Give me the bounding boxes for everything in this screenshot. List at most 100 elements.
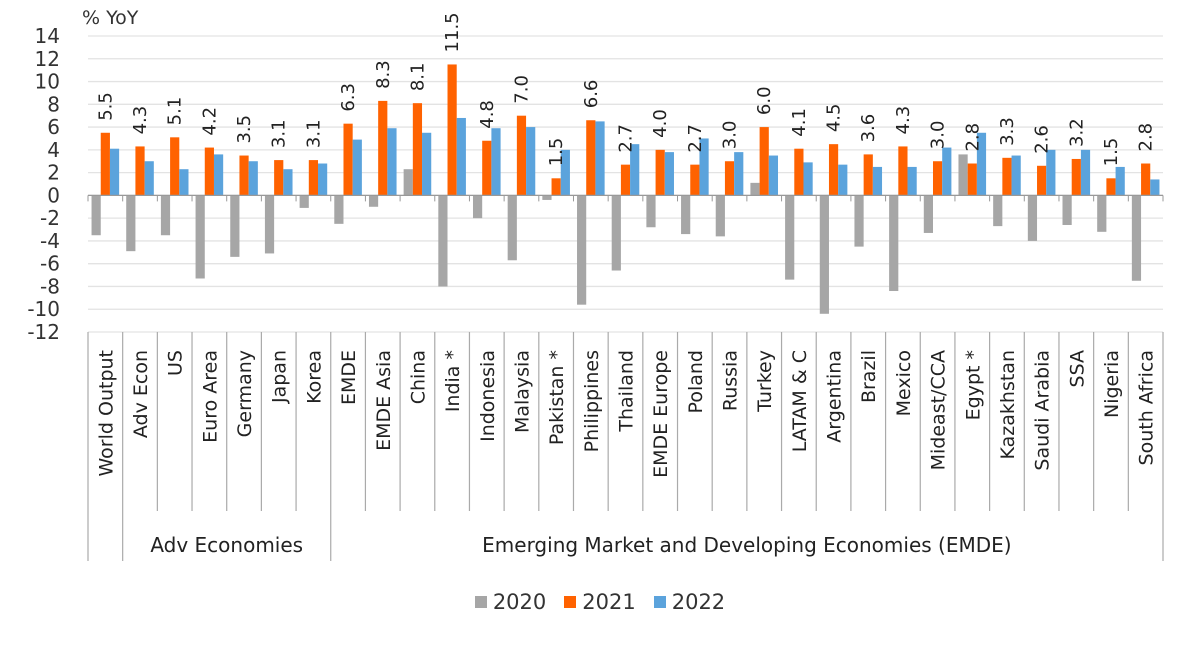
category-label: Egypt * (962, 350, 984, 420)
category-label: Saudi Arabia (1032, 350, 1054, 471)
bar-2022 (1115, 166, 1125, 196)
bar-2022 (699, 138, 709, 196)
bar-2021 (794, 148, 804, 196)
legend-swatch-2020 (474, 596, 487, 608)
bar-2021 (135, 146, 145, 196)
bar-2021 (1037, 165, 1047, 196)
bar-2020 (819, 195, 829, 314)
bar-2020 (715, 195, 725, 237)
data-label: 6.6 (581, 80, 602, 109)
bar-2022 (872, 166, 883, 196)
category-label: EMDE Asia (373, 350, 395, 451)
bar-2022 (664, 152, 674, 196)
data-label: 5.1 (165, 97, 186, 126)
data-label: 4.3 (893, 106, 914, 135)
y-axis-label: % YoY (82, 7, 139, 29)
data-label: 1.5 (546, 138, 567, 167)
bar-2020 (1097, 195, 1107, 232)
bar-2022 (768, 155, 779, 196)
bar-2022 (248, 161, 258, 196)
data-labels: 5.5 4.3 5.1 4.2 3.5 3.1 3.1 6.3 8.3 8.1 11.5 4.8 7.0… (95, 12, 1156, 166)
bar-2022 (318, 163, 328, 196)
bar-2021 (482, 140, 492, 196)
bar-2021 (170, 137, 180, 196)
x-axis (87, 194, 1164, 202)
category-label: Brazil (858, 350, 880, 403)
bar-2021 (239, 155, 249, 196)
category-label: EMDE (338, 350, 360, 405)
data-label: 8.1 (407, 63, 428, 92)
bar-2021 (551, 178, 561, 196)
bar-2021 (759, 127, 769, 196)
category-label: Korea (303, 350, 325, 404)
bar-2020 (1062, 195, 1072, 225)
legend-item-2020: 2020 (474, 590, 547, 614)
category-label: World Output (95, 350, 117, 477)
bar-2022 (422, 132, 432, 196)
bar-2021 (1002, 157, 1012, 196)
bar-2020 (403, 169, 413, 196)
category-label: US (165, 350, 187, 376)
y-tick-label: -2 (40, 206, 60, 230)
bar-2021 (863, 154, 873, 196)
category-label: Japan (269, 350, 291, 404)
bar-2021 (620, 164, 631, 196)
bar-2020 (923, 195, 933, 233)
legend-label: 2020 (492, 590, 547, 614)
bar-2022 (1011, 155, 1021, 196)
legend: 2020 2021 2022 (0, 590, 1200, 614)
category-label: India * (442, 350, 464, 412)
bar-2021 (1071, 158, 1081, 196)
bar-2021 (100, 132, 110, 196)
bar-2020 (91, 195, 101, 236)
data-label: 1.5 (1101, 138, 1122, 167)
y-tick-label: -4 (40, 229, 60, 253)
category-label: SSA (1066, 350, 1088, 387)
data-label: 4.5 (824, 104, 845, 133)
data-label: 3.1 (303, 119, 324, 148)
bar-2021 (586, 120, 596, 196)
category-label: Germany (234, 350, 256, 437)
data-label: 2.8 (1136, 123, 1157, 152)
y-tick-label: 6 (47, 115, 60, 139)
y-tick-label: -8 (40, 274, 60, 298)
legend-label: 2022 (671, 590, 726, 614)
bar-2021 (447, 64, 457, 196)
data-label: 2.7 (685, 124, 706, 153)
bar-2021 (204, 147, 214, 196)
data-label: 3.0 (928, 121, 949, 150)
category-label: Kazakhstan (997, 350, 1019, 459)
bar-2020 (160, 195, 171, 236)
bar-2020 (750, 182, 760, 196)
legend-item-2021: 2021 (564, 590, 636, 614)
bar-2020 (958, 154, 968, 196)
data-label: 5.5 (95, 92, 116, 121)
category-label: Indonesia (477, 350, 499, 442)
y-tick-label: 10 (35, 70, 60, 94)
data-label: 3.0 (720, 121, 741, 150)
y-tick-label: 8 (47, 92, 60, 116)
bar-2022 (491, 128, 501, 196)
data-label: 11.5 (442, 12, 463, 52)
bar-2020 (264, 195, 275, 254)
bar-2022 (456, 117, 466, 196)
bar-2020 (854, 195, 864, 247)
y-tick-label: 4 (47, 138, 60, 162)
legend-swatch-2021 (564, 596, 577, 608)
bar-2021 (412, 103, 423, 196)
data-label: 2.7 (616, 124, 637, 153)
bar-2022 (942, 147, 952, 196)
data-label: 6.3 (338, 83, 359, 112)
bar-2020 (334, 195, 344, 224)
bar-2022 (1080, 149, 1091, 196)
y-tick-label: -10 (27, 297, 60, 321)
bar-2022 (352, 139, 362, 196)
bar-2022 (179, 169, 189, 196)
category-label: Pakistan * (546, 350, 568, 445)
data-label: 3.1 (269, 119, 290, 148)
category-label: Mexico (893, 350, 915, 416)
y-tick-label: 12 (35, 47, 60, 71)
data-label: 3.5 (234, 115, 255, 144)
data-label: 3.2 (1066, 118, 1087, 147)
